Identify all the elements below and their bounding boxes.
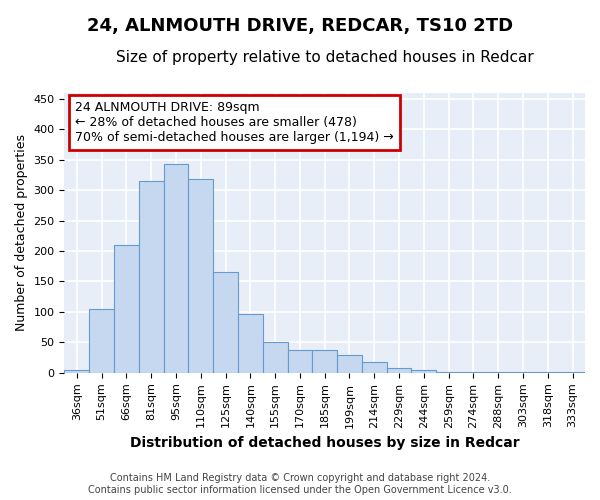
- Bar: [287, 350, 313, 373]
- Bar: [263, 342, 287, 373]
- Bar: [412, 370, 436, 373]
- Bar: [313, 350, 337, 373]
- Title: Size of property relative to detached houses in Redcar: Size of property relative to detached ho…: [116, 50, 533, 65]
- Bar: [511, 372, 535, 373]
- Bar: [362, 362, 386, 373]
- Text: Contains HM Land Registry data © Crown copyright and database right 2024.
Contai: Contains HM Land Registry data © Crown c…: [88, 474, 512, 495]
- Bar: [114, 245, 139, 373]
- Bar: [238, 314, 263, 373]
- Bar: [89, 309, 114, 373]
- Bar: [139, 181, 164, 373]
- Bar: [64, 370, 89, 373]
- Bar: [560, 372, 585, 373]
- X-axis label: Distribution of detached houses by size in Redcar: Distribution of detached houses by size …: [130, 436, 520, 450]
- Bar: [486, 372, 511, 373]
- Bar: [337, 355, 362, 373]
- Text: 24, ALNMOUTH DRIVE, REDCAR, TS10 2TD: 24, ALNMOUTH DRIVE, REDCAR, TS10 2TD: [87, 18, 513, 36]
- Bar: [461, 372, 486, 373]
- Bar: [164, 164, 188, 373]
- Y-axis label: Number of detached properties: Number of detached properties: [15, 134, 28, 331]
- Bar: [386, 368, 412, 373]
- Text: 24 ALNMOUTH DRIVE: 89sqm
← 28% of detached houses are smaller (478)
70% of semi-: 24 ALNMOUTH DRIVE: 89sqm ← 28% of detach…: [75, 101, 394, 144]
- Bar: [436, 372, 461, 373]
- Bar: [535, 372, 560, 373]
- Bar: [213, 272, 238, 373]
- Bar: [188, 179, 213, 373]
